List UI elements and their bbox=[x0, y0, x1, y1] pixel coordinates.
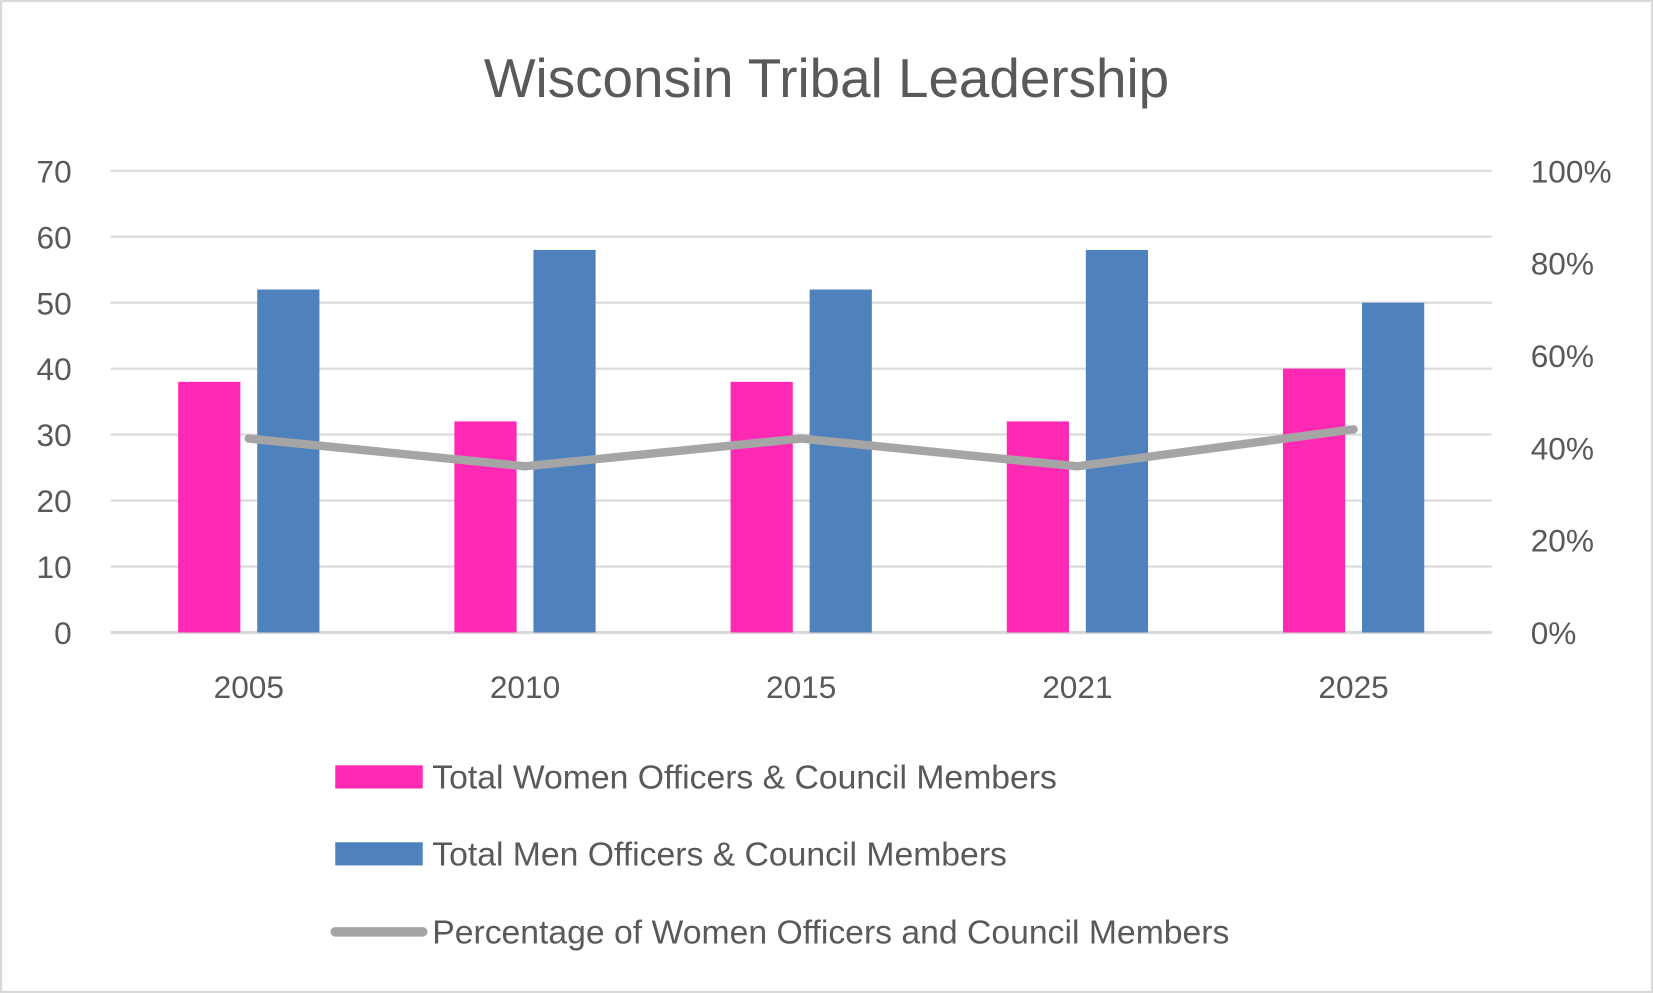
y-left-tick-label: 60 bbox=[37, 219, 72, 255]
y-left-tick-label: 20 bbox=[37, 483, 72, 519]
y-right-tick-label: 100% bbox=[1531, 153, 1612, 189]
legend-label: Total Men Officers & Council Members bbox=[432, 835, 1007, 873]
legend-label: Total Women Officers & Council Members bbox=[432, 758, 1057, 796]
y-right-tick-label: 80% bbox=[1531, 246, 1594, 282]
y-left-tick-label: 30 bbox=[37, 417, 72, 453]
x-tick-label: 2025 bbox=[1318, 669, 1388, 705]
bar-men bbox=[257, 289, 320, 633]
legend-swatch bbox=[335, 842, 423, 866]
y-right-tick-label: 20% bbox=[1531, 523, 1594, 559]
bar-men bbox=[809, 289, 872, 633]
bar-men bbox=[533, 249, 596, 633]
chart-title: Wisconsin Tribal Leadership bbox=[484, 47, 1169, 109]
legend-swatch bbox=[335, 765, 423, 789]
x-tick-label: 2021 bbox=[1042, 669, 1112, 705]
x-tick-label: 2010 bbox=[490, 669, 560, 705]
bar-women bbox=[178, 381, 241, 633]
bar-men bbox=[1362, 302, 1425, 633]
legend-label: Percentage of Women Officers and Council… bbox=[432, 913, 1229, 951]
x-tick-label: 2015 bbox=[766, 669, 836, 705]
bar-women bbox=[1006, 421, 1069, 633]
y-left-tick-label: 10 bbox=[37, 549, 72, 585]
bar-women bbox=[730, 381, 793, 633]
x-tick-label: 2005 bbox=[214, 669, 284, 705]
y-left-tick-label: 40 bbox=[37, 351, 72, 387]
y-left-tick-label: 70 bbox=[37, 153, 72, 189]
bar-women bbox=[454, 421, 517, 633]
y-right-tick-label: 40% bbox=[1531, 430, 1594, 466]
y-left-tick-label: 0 bbox=[54, 615, 72, 651]
bar-men bbox=[1085, 249, 1149, 633]
bar-women bbox=[1282, 368, 1346, 633]
y-left-tick-label: 50 bbox=[37, 285, 72, 321]
y-right-tick-label: 60% bbox=[1531, 338, 1594, 374]
y-right-tick-label: 0% bbox=[1531, 615, 1577, 651]
